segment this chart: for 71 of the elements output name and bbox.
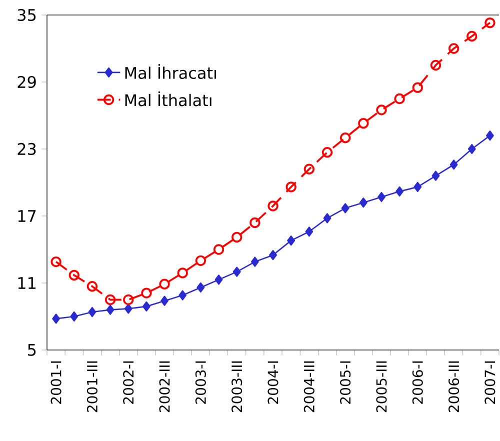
x-tick-label: 2005-I [340, 361, 351, 404]
point [430, 60, 442, 71]
point [378, 192, 386, 202]
point [141, 288, 152, 298]
legend-label: Mal İthalatı [125, 91, 212, 106]
point [232, 266, 241, 277]
point [448, 43, 460, 54]
point [160, 296, 168, 306]
point [195, 255, 206, 266]
y-tick-label: 5 [28, 344, 36, 356]
point [52, 314, 60, 324]
y-tick-label: 17 [18, 210, 36, 222]
point [104, 294, 116, 306]
point [86, 281, 98, 292]
point [196, 282, 205, 293]
x-tick-label: 2006-III [448, 361, 460, 412]
point [50, 256, 62, 268]
point [250, 217, 260, 228]
point [286, 182, 296, 192]
point [232, 232, 242, 243]
x-tick-label: 2005-III [376, 361, 387, 412]
point [124, 304, 132, 314]
point [88, 306, 96, 318]
point [376, 104, 387, 116]
point [322, 147, 333, 158]
point [305, 226, 314, 237]
point [484, 17, 496, 28]
point [359, 198, 368, 208]
point [340, 132, 351, 144]
x-tick-label: 2004-III [304, 361, 314, 412]
point [432, 170, 440, 181]
point [323, 213, 332, 224]
point [68, 270, 80, 281]
y-tick-label: 11 [18, 277, 36, 289]
y-tick-label: 29 [18, 76, 36, 88]
point [178, 290, 187, 300]
point [468, 144, 476, 154]
x-tick-label: 2007-I [484, 361, 496, 404]
point [394, 93, 405, 104]
x-tick-label: 2003-I [195, 361, 206, 404]
point [450, 160, 458, 170]
point [213, 244, 224, 255]
point [304, 164, 314, 174]
x-tick-label: 2006-I [412, 361, 423, 404]
point [177, 268, 188, 278]
point [358, 118, 369, 129]
point [142, 301, 150, 312]
point [214, 274, 223, 285]
point [106, 304, 114, 315]
point [486, 130, 494, 141]
point [269, 250, 277, 260]
point [396, 186, 404, 196]
point [287, 235, 296, 246]
point [123, 294, 134, 306]
x-tick-label: 2001-I [50, 361, 62, 404]
x-tick-label: 2002-III [159, 361, 170, 412]
x-tick-label: 2004-I [268, 361, 278, 404]
point [341, 203, 350, 214]
point [466, 30, 478, 42]
point [159, 278, 170, 290]
x-tick-label: 2002-I [123, 361, 134, 404]
y-tick-label: 23 [18, 142, 36, 156]
y-tick-label: 35 [18, 8, 36, 22]
point [414, 182, 422, 192]
point [268, 200, 278, 212]
x-tick-label: 2003-III [232, 361, 242, 412]
point [250, 256, 259, 267]
point [70, 311, 78, 322]
x-tick-label: 2001-III [86, 361, 98, 412]
legend-label: Mal İhracatı [125, 64, 216, 79]
point [412, 82, 423, 93]
